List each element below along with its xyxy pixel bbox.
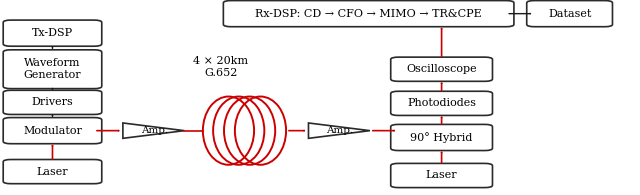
Text: Waveform
Generator: Waveform Generator — [24, 58, 81, 80]
Text: 4 × 20km
G.652: 4 × 20km G.652 — [193, 56, 248, 78]
Polygon shape — [308, 123, 370, 138]
Polygon shape — [123, 123, 184, 138]
FancyBboxPatch shape — [390, 91, 493, 115]
Text: Amp.: Amp. — [326, 126, 353, 135]
FancyBboxPatch shape — [527, 1, 612, 27]
Text: Dataset: Dataset — [548, 9, 591, 19]
Text: Laser: Laser — [36, 167, 68, 177]
Text: Tx-DSP: Tx-DSP — [32, 28, 73, 38]
FancyBboxPatch shape — [3, 90, 102, 114]
Text: Laser: Laser — [426, 170, 458, 181]
Text: Photodiodes: Photodiodes — [407, 98, 476, 108]
Text: Amp.: Amp. — [141, 126, 168, 135]
Text: Oscilloscope: Oscilloscope — [406, 64, 477, 74]
FancyBboxPatch shape — [223, 1, 514, 27]
FancyBboxPatch shape — [3, 160, 102, 184]
FancyBboxPatch shape — [390, 57, 493, 81]
Text: Drivers: Drivers — [31, 97, 74, 107]
FancyBboxPatch shape — [390, 124, 493, 151]
Text: 90° Hybrid: 90° Hybrid — [410, 132, 473, 143]
Text: Rx-DSP: CD → CFO → MIMO → TR&CPE: Rx-DSP: CD → CFO → MIMO → TR&CPE — [255, 9, 482, 19]
Text: Modulator: Modulator — [23, 126, 82, 136]
FancyBboxPatch shape — [3, 20, 102, 46]
FancyBboxPatch shape — [3, 50, 102, 89]
FancyBboxPatch shape — [390, 163, 493, 188]
FancyBboxPatch shape — [3, 118, 102, 144]
